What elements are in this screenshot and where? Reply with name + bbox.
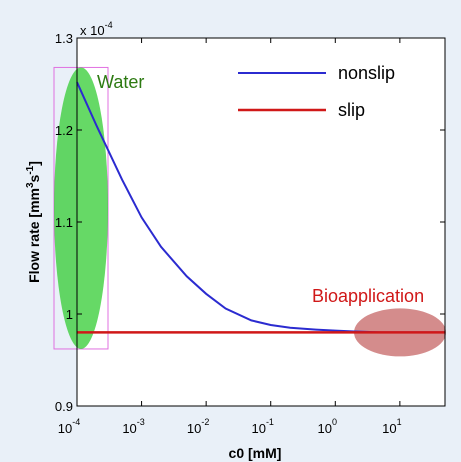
y-tick-label: 1.3 bbox=[55, 31, 73, 46]
x-axis-title: c0 [mM] bbox=[229, 445, 282, 461]
y-multiplier-label: x 10-4 bbox=[80, 20, 113, 38]
y-tick-label: 1 bbox=[66, 307, 73, 322]
legend-label-slip: slip bbox=[338, 100, 365, 120]
y-axis-title: Flow rate [mm3s-1] bbox=[25, 161, 42, 283]
x-tick-label: 10-4 bbox=[58, 417, 80, 436]
y-tick-label: 1.1 bbox=[55, 215, 73, 230]
water-annotation: Water bbox=[97, 72, 144, 92]
y-tick-label: 0.9 bbox=[55, 399, 73, 414]
y-tick-label: 1.2 bbox=[55, 123, 73, 138]
legend-label-nonslip: nonslip bbox=[338, 63, 395, 83]
x-tick-label: 101 bbox=[382, 417, 401, 436]
x-tick-label: 10-3 bbox=[122, 417, 144, 436]
x-tick-label: 10-2 bbox=[187, 417, 209, 436]
x-tick-label: 100 bbox=[318, 417, 337, 436]
bioapplication-annotation: Bioapplication bbox=[312, 286, 424, 306]
x-tick-label: 10-1 bbox=[251, 417, 273, 436]
water-region bbox=[54, 67, 108, 349]
